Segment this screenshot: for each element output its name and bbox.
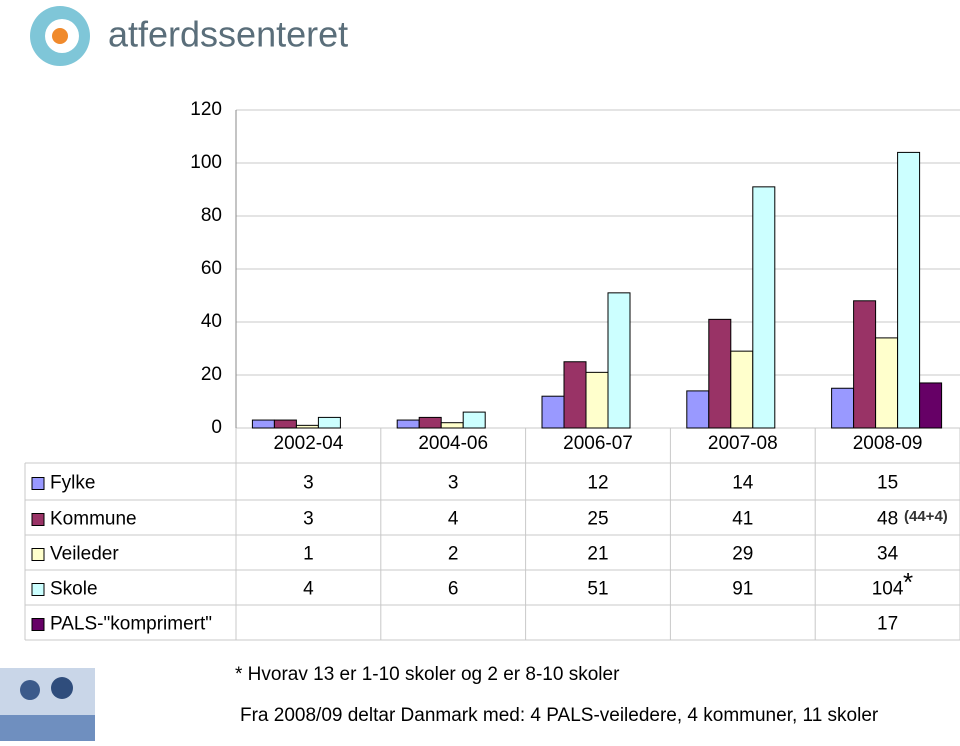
bar (462, 411, 486, 429)
legend-swatch (31, 618, 45, 631)
table-cell: 91 (732, 579, 753, 600)
footnote: * Hvorav 13 er 1-10 skoler og 2 er 8-10 … (235, 664, 620, 685)
photo-shape (51, 677, 73, 699)
table-cell: 14 (732, 473, 754, 494)
bar (853, 300, 877, 429)
table-cell: 15 (877, 473, 898, 494)
bar (897, 151, 921, 429)
logo: atferdssenteret (30, 6, 348, 66)
bar (396, 419, 420, 429)
table-cell: 2 (448, 544, 459, 565)
x-tick-label: 2007-08 (708, 433, 778, 454)
bar (418, 416, 442, 429)
legend-label: Skole (50, 579, 98, 600)
table-cell: 104 (872, 579, 904, 600)
table-cell: 3 (303, 509, 314, 530)
y-tick-label: 40 (201, 311, 222, 332)
photo-shape (0, 715, 95, 741)
table-cell: 6 (448, 579, 459, 600)
bar (295, 424, 319, 429)
table-cell: 4 (448, 509, 459, 530)
bar (875, 337, 899, 429)
table-cell: 29 (732, 544, 753, 565)
bar (440, 422, 464, 429)
table-cell: 3 (448, 473, 459, 494)
bar (919, 382, 943, 429)
bar (273, 419, 297, 429)
x-tick-label: 2002-04 (274, 433, 344, 454)
table-cell: 21 (587, 544, 608, 565)
y-tick-label: 80 (201, 205, 222, 226)
logo-mark (52, 28, 68, 44)
bar (541, 395, 565, 429)
table-cell: 3 (303, 473, 314, 494)
legend-label: Veileder (50, 544, 119, 565)
table-cell: 12 (587, 473, 608, 494)
table-cell: 1 (303, 544, 314, 565)
legend-label: PALS-"komprimert" (50, 614, 212, 635)
bar (251, 419, 275, 429)
x-tick-label: 2004-06 (418, 433, 488, 454)
y-tick-label: 20 (201, 364, 222, 385)
footnote: Fra 2008/09 deltar Danmark med: 4 PALS-v… (240, 705, 879, 726)
table-cell: 34 (877, 544, 899, 565)
table-cell: 4 (303, 579, 314, 600)
bar (730, 350, 754, 429)
table-cell: 41 (732, 509, 753, 530)
bar (585, 371, 609, 429)
x-tick-label: 2008-09 (853, 433, 923, 454)
bar (317, 416, 341, 429)
annotation: (44+4) (904, 508, 948, 525)
y-tick-label: 120 (190, 99, 222, 120)
table-cell: 17 (877, 614, 898, 635)
logo-text: atferdssenteret (108, 14, 348, 55)
y-tick-label: 0 (211, 417, 222, 438)
bar (686, 390, 710, 429)
x-tick-label: 2006-07 (563, 433, 633, 454)
legend-label: Fylke (50, 473, 95, 494)
table-cell: 51 (587, 579, 608, 600)
legend-swatch (31, 548, 45, 561)
legend-swatch (31, 477, 45, 490)
annotation: * (903, 567, 913, 597)
bar (831, 387, 855, 429)
bar (752, 186, 776, 429)
bar (607, 292, 631, 429)
bar (708, 318, 732, 429)
photo (0, 668, 95, 741)
legend-swatch (31, 583, 45, 596)
legend-label: Kommune (50, 509, 137, 530)
legend-swatch (31, 513, 45, 526)
bar (563, 361, 587, 429)
y-tick-label: 60 (201, 258, 222, 279)
table-cell: 25 (587, 509, 608, 530)
photo-shape (20, 680, 40, 700)
table-cell: 48 (877, 509, 898, 530)
y-tick-label: 100 (190, 152, 222, 173)
